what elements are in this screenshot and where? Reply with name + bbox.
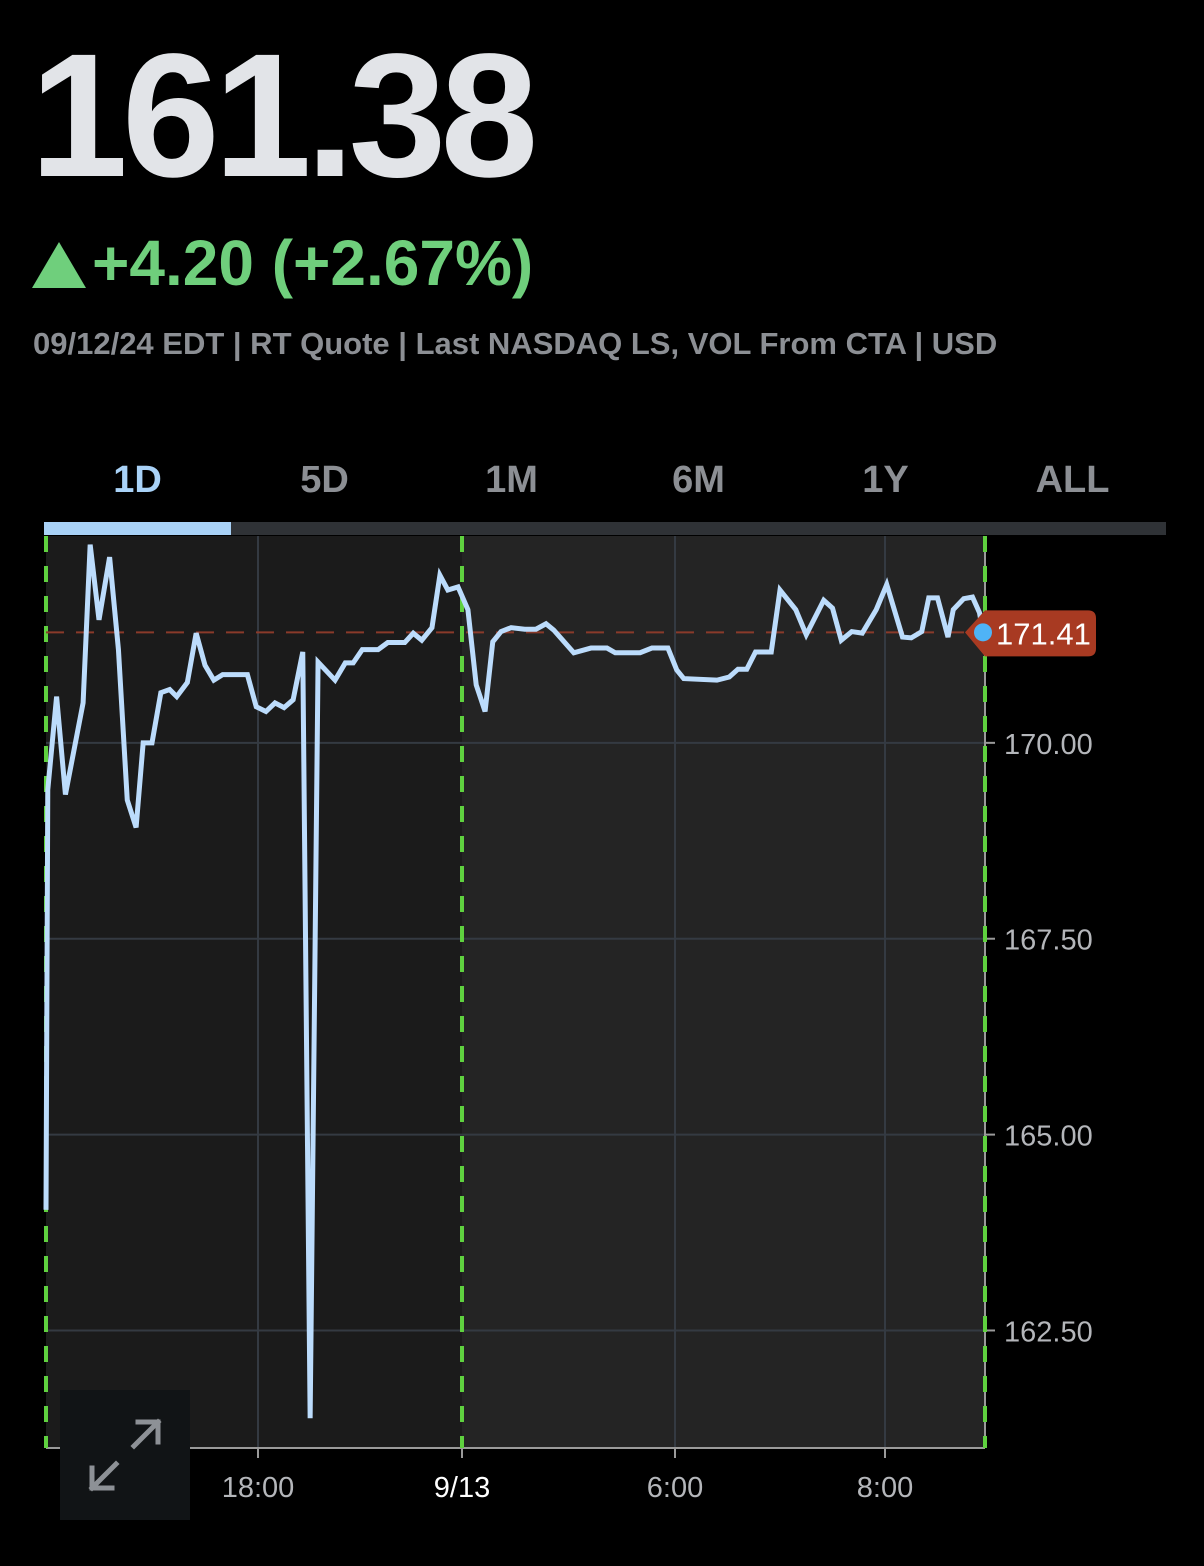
y-tick-label: 165.00 xyxy=(1004,1121,1093,1153)
price-line xyxy=(43,544,986,1419)
x-tick-label: 18:00 xyxy=(222,1472,295,1504)
last-price-label: 171.41 xyxy=(996,616,1091,651)
tab-1m[interactable]: 1M xyxy=(485,459,538,501)
y-tick-label: 162.50 xyxy=(1004,1316,1093,1348)
x-tick-label: 9/13 xyxy=(434,1472,490,1504)
tab-1y[interactable]: 1Y xyxy=(862,459,909,501)
price-change: +4.20 (+2.67%) xyxy=(32,228,533,298)
y-tick-label: 167.50 xyxy=(1004,925,1093,957)
tab-track xyxy=(44,522,1166,535)
premarket-session-background xyxy=(462,536,985,1448)
last-price-dot xyxy=(974,623,992,642)
active-tab-indicator xyxy=(44,522,231,535)
expand-arrows-icon xyxy=(88,1418,162,1492)
quote-meta: 09/12/24 EDT | RT Quote | Last NASDAQ LS… xyxy=(33,326,998,361)
tab-6m[interactable]: 6M xyxy=(672,459,725,501)
price-change-text: +4.20 (+2.67%) xyxy=(92,227,534,299)
x-tick-label: 8:00 xyxy=(857,1472,913,1504)
last-price-tag xyxy=(965,610,1096,657)
expand-chart-button[interactable] xyxy=(60,1390,190,1520)
tab-1d[interactable]: 1D xyxy=(113,459,162,501)
overnight-session-background xyxy=(46,536,462,1448)
x-tick-label: 6:00 xyxy=(647,1472,703,1504)
up-triangle-icon xyxy=(32,242,86,288)
last-price: 161.38 xyxy=(30,18,538,214)
tab-5d[interactable]: 5D xyxy=(300,459,349,501)
tab-all[interactable]: ALL xyxy=(1035,459,1110,501)
y-tick-label: 170.00 xyxy=(1004,729,1093,761)
timeframe-tabs: 1D 5D 1M 6M 1Y ALL xyxy=(44,455,1166,511)
